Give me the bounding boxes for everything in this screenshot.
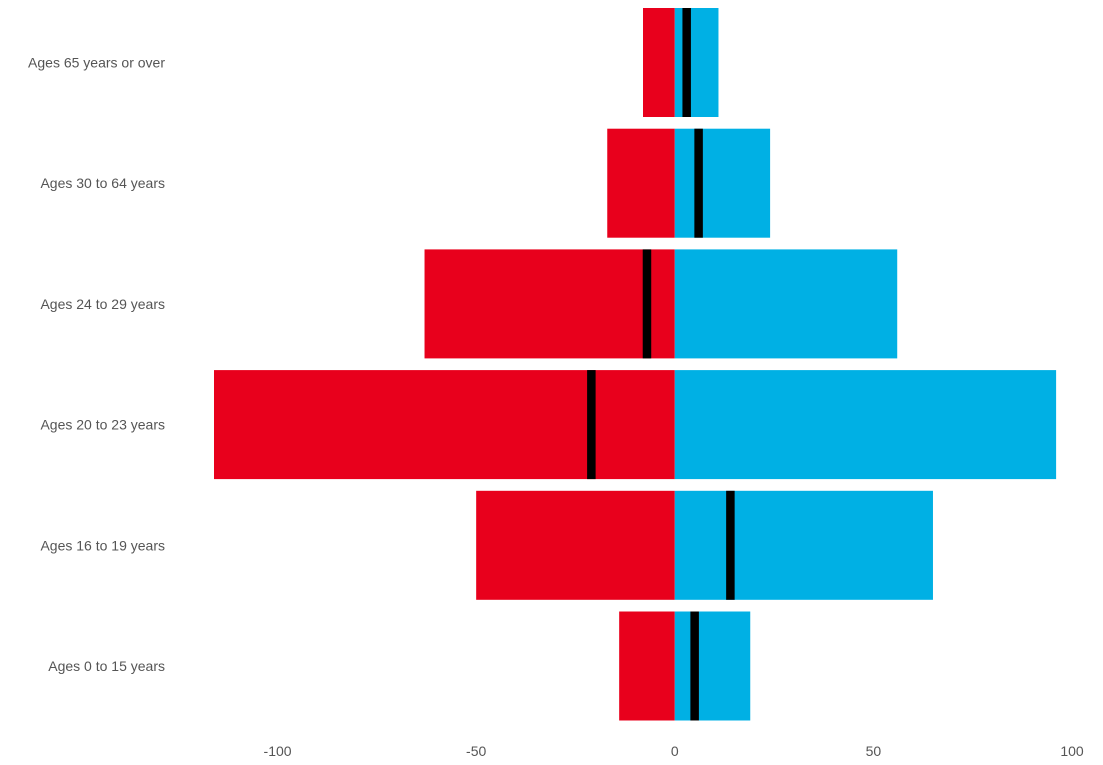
bar-series-2-4 <box>674 128 771 238</box>
bar-series-1-4 <box>607 128 675 238</box>
marker-1 <box>726 490 735 600</box>
markers-layer <box>587 8 735 721</box>
x-tick-label: 0 <box>671 743 679 759</box>
category-label: Ages 20 to 23 years <box>40 417 165 433</box>
category-labels: Ages 0 to 15 years Ages 16 to 19 years Age… <box>28 55 165 675</box>
x-tick-label: 100 <box>1060 743 1084 759</box>
bar-series-2-1 <box>674 490 933 600</box>
marker-4 <box>694 128 703 238</box>
x-tick-label: -50 <box>466 743 486 759</box>
bar-series-1-1 <box>476 490 675 600</box>
marker-5 <box>682 8 691 117</box>
category-label: Ages 16 to 19 years <box>40 537 165 553</box>
marker-0 <box>690 611 699 721</box>
x-tick-label: 50 <box>866 743 882 759</box>
bar-series-2-0 <box>674 611 751 721</box>
bars-layer <box>214 8 1057 721</box>
category-label: Ages 30 to 64 years <box>40 175 165 191</box>
bar-series-2-5 <box>674 8 719 117</box>
bar-series-1-3 <box>424 249 675 359</box>
category-label: Ages 24 to 29 years <box>40 296 165 312</box>
x-axis-tick-labels: -100 -50 0 50 100 <box>264 743 1084 759</box>
category-label: Ages 0 to 15 years <box>48 658 165 674</box>
bar-series-1-2 <box>214 370 675 480</box>
bar-series-2-3 <box>674 249 898 359</box>
bar-series-1-0 <box>619 611 675 721</box>
bar-series-1-5 <box>643 8 675 117</box>
category-label: Ages 65 years or over <box>28 55 165 71</box>
marker-3 <box>642 249 652 359</box>
marker-2 <box>587 370 596 480</box>
bar-series-2-2 <box>674 370 1057 480</box>
x-tick-label: -100 <box>264 743 292 759</box>
